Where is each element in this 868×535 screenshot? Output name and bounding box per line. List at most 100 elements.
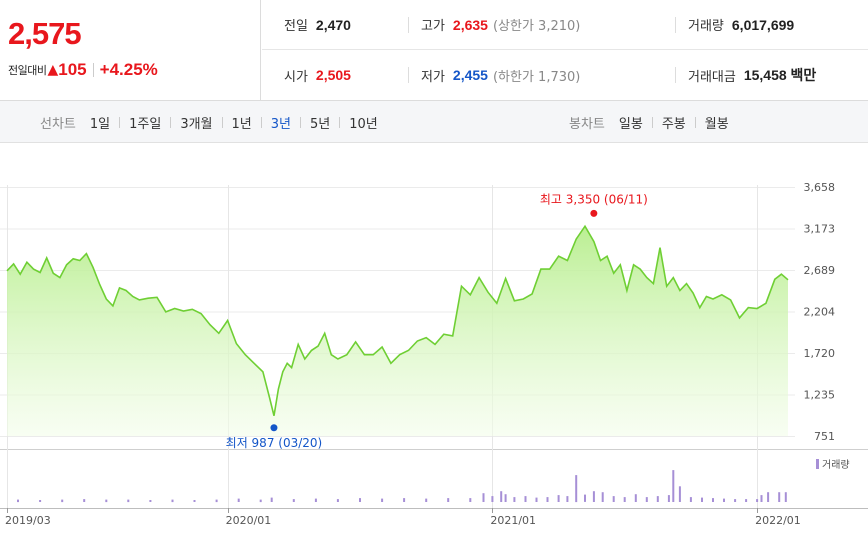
- volume-bar: [557, 495, 560, 502]
- tab-1d[interactable]: 1일: [89, 116, 111, 132]
- stats-row-2: 시가 2,505 저가 2,455 (하한가 1,730) 거래대금 15,45…: [262, 50, 868, 100]
- volume-label: 거래량: [688, 19, 724, 34]
- volume-bar: [171, 499, 174, 503]
- volume-bar: [672, 470, 675, 502]
- y-tick-label: 2,689: [804, 264, 836, 277]
- volume-bar: [500, 491, 503, 502]
- volume-bar: [513, 497, 516, 502]
- divider: [119, 116, 121, 128]
- volume-bar: [756, 499, 759, 502]
- volume-bar: [723, 498, 725, 502]
- y-tick-label: 3,173: [804, 223, 836, 236]
- volume-legend-swatch: [816, 459, 819, 469]
- max-label: 최고 3,350 (06/11): [540, 192, 648, 206]
- volume-bar: [359, 498, 361, 502]
- volume-bar: [575, 475, 578, 503]
- volume-bar: [469, 498, 472, 502]
- tab-10y[interactable]: 10년: [349, 116, 378, 132]
- volume-bar: [17, 499, 19, 503]
- y-tick-label: 3,658: [804, 181, 836, 194]
- volume-bar: [193, 500, 196, 502]
- volume-bar: [381, 498, 384, 502]
- volume-bar: [623, 497, 626, 502]
- low-value: 2,455: [452, 67, 488, 83]
- lower-limit: (하한가 1,730): [492, 69, 581, 85]
- low-cell: 저가 2,455 (하한가 1,730): [408, 67, 581, 85]
- divider: [300, 116, 301, 128]
- high-value: 2,635: [452, 16, 488, 33]
- volume-bar: [524, 496, 527, 502]
- upper-limit: (상한가 3,210): [492, 19, 581, 34]
- divider: [694, 116, 696, 128]
- tab-5y[interactable]: 5년: [310, 116, 331, 132]
- volume-bar: [425, 498, 428, 502]
- x-axis-labels: 2019/03 2020/01 2021/01 2022/01: [5, 514, 801, 527]
- line-chart-tabs: 선차트 1일 1주일 3개월 1년 3년 5년 10년: [40, 101, 378, 143]
- volume-bar: [403, 498, 406, 502]
- price-change: 전일대비 ▲ 105 +4.25%: [8, 60, 158, 80]
- amount-label: 거래대금: [688, 69, 736, 85]
- volume-bar: [667, 495, 670, 502]
- min-marker: [270, 424, 278, 432]
- prev-close-label: 전일: [284, 19, 308, 34]
- volume-bar: [584, 494, 586, 502]
- x-tick-label: 2020/01: [226, 514, 272, 527]
- volume-bar: [259, 499, 262, 503]
- extreme-markers: 최고 3,350 (06/11) 최저 987 (03/20): [226, 192, 648, 449]
- current-price: 2,575: [8, 16, 82, 51]
- volume-value: 6,017,699: [731, 16, 795, 33]
- volume-bar: [237, 498, 240, 502]
- volume-bar: [778, 492, 781, 502]
- candle-chart-tabs: 봉차트 일봉 주봉 월봉: [569, 101, 729, 143]
- divider: [651, 116, 653, 128]
- volume-bar: [270, 497, 273, 502]
- volume-bar: [784, 492, 787, 502]
- open-cell: 시가 2,505: [284, 66, 351, 85]
- x-tick-label: 2019/03: [5, 514, 51, 527]
- tab-weekly[interactable]: 주봉: [661, 116, 686, 132]
- candle-chart-title: 봉차트: [569, 116, 605, 132]
- volume-bar: [745, 499, 748, 502]
- volume-bar: [767, 492, 770, 502]
- price-area: [7, 226, 788, 436]
- volume-bar: [39, 500, 42, 502]
- tab-monthly[interactable]: 월봉: [704, 116, 729, 132]
- volume-bar: [292, 499, 295, 502]
- low-label: 저가: [421, 69, 445, 85]
- open-value: 2,505: [315, 67, 351, 83]
- volume-bar: [491, 496, 494, 502]
- volume-bar: [105, 499, 108, 503]
- y-axis-labels: 3,658 3,173 2,689 2,204 1,720 1,235 751: [804, 181, 836, 443]
- volume-legend-label: 거래량: [822, 459, 850, 471]
- volume-bar: [566, 496, 569, 502]
- amount-value: 15,458 백만: [743, 67, 817, 83]
- high-cell: 고가 2,635 (상한가 3,210): [408, 16, 581, 34]
- open-label: 시가: [284, 69, 308, 85]
- volume-bar: [61, 499, 64, 503]
- stats-row-1: 전일 2,470 고가 2,635 (상한가 3,210) 거래량 6,017,…: [262, 0, 868, 50]
- volume-bar: [734, 499, 737, 502]
- y-tick-label: 2,204: [804, 306, 836, 319]
- prev-close-cell: 전일 2,470: [284, 15, 351, 35]
- volume-bar: [760, 495, 763, 502]
- volume-bar: [504, 494, 507, 502]
- line-chart-title: 선차트: [40, 116, 76, 132]
- volume-bar: [612, 496, 615, 502]
- divider: [339, 116, 341, 128]
- volume-bar: [634, 494, 637, 502]
- up-arrow-icon: ▲: [47, 62, 59, 78]
- volume-bar: [678, 486, 681, 502]
- tab-daily[interactable]: 일봉: [618, 116, 643, 132]
- x-tick-label: 2021/01: [490, 514, 536, 527]
- divider: [170, 116, 172, 128]
- tab-3y[interactable]: 3년: [270, 116, 291, 132]
- volume-bar: [447, 498, 450, 502]
- tab-1w[interactable]: 1주일: [129, 116, 162, 132]
- tab-1y[interactable]: 1년: [231, 116, 252, 132]
- volume-bar: [656, 496, 659, 502]
- divider: [221, 116, 223, 128]
- tab-3m[interactable]: 3개월: [180, 116, 213, 132]
- volume-cell: 거래량 6,017,699: [675, 16, 795, 34]
- volume-bar: [689, 497, 692, 502]
- volume-bar: [701, 497, 703, 502]
